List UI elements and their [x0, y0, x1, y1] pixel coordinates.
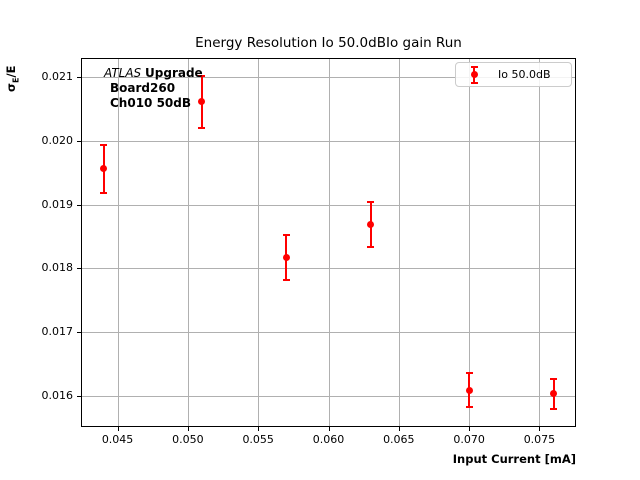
chart-title: Energy Resolution Io 50.0dBIo gain Run [195, 35, 462, 51]
x-tick-mark [539, 427, 541, 431]
x-tick-label: 0.065 [383, 433, 415, 446]
x-tick-label: 0.055 [242, 433, 274, 446]
y-tick-label: 0.019 [41, 197, 74, 211]
error-bar-cap-bottom [198, 127, 206, 130]
y-tick-mark [77, 395, 81, 397]
x-tick-label: 0.075 [523, 433, 556, 446]
error-bar-cap-bottom [550, 408, 557, 411]
annotation-line-3: Ch010 50dB [110, 96, 192, 110]
y-tick-label: 0.018 [41, 261, 74, 275]
y-tick-mark [77, 77, 81, 79]
error-bar-cap-top [550, 377, 557, 380]
error-bar-cap-bottom [465, 406, 473, 409]
y-gridline [81, 395, 576, 397]
y-gridline [81, 332, 576, 334]
y-tick-mark [77, 268, 81, 270]
data-point [367, 220, 375, 228]
x-tick-label: 0.050 [172, 433, 204, 446]
annotation-atlas: ATLAS [104, 66, 142, 80]
legend-entry-label: Io 50.0dB [498, 68, 551, 81]
plot-area [81, 58, 576, 427]
error-bar-cap-top [367, 201, 375, 204]
x-gridline [187, 58, 189, 427]
error-bar-cap-bottom [100, 192, 107, 195]
x-tick-label: 0.045 [101, 433, 134, 446]
annotation-upgrade: Upgrade [145, 66, 203, 80]
error-bar-cap-top [198, 74, 206, 77]
x-tick-label: 0.070 [453, 433, 485, 446]
data-point [465, 386, 473, 394]
x-tick-mark [117, 427, 119, 431]
x-gridline [398, 58, 400, 427]
legend-errorbar-icon [466, 65, 482, 84]
y-tick-mark [77, 140, 81, 142]
y-axis-label-sigma: σ [4, 83, 18, 92]
data-point [100, 165, 107, 173]
x-tick-mark [469, 427, 471, 431]
y-tick-label: 0.020 [41, 133, 74, 147]
legend-marker-dot [470, 71, 478, 78]
legend-box: Io 50.0dB [455, 62, 572, 87]
x-tick-mark [398, 427, 400, 431]
y-gridline [81, 140, 576, 142]
y-tick-mark [77, 332, 81, 334]
x-gridline [539, 58, 541, 427]
x-gridline [117, 58, 119, 427]
legend-errorbar-cap-bottom [470, 81, 478, 84]
atlas-annotation: ATLAS Upgrade Board260 Ch010 50dB [104, 66, 203, 111]
y-gridline [81, 77, 576, 79]
error-bar-cap-top [465, 371, 473, 374]
y-tick-mark [77, 204, 81, 206]
x-gridline [328, 58, 330, 427]
y-tick-label: 0.017 [41, 325, 74, 339]
error-bar-cap-bottom [367, 245, 375, 248]
error-bar-cap-top [100, 143, 107, 146]
y-axis-label-subscript: E [11, 77, 21, 84]
legend-errorbar-cap-top [470, 65, 478, 68]
x-tick-mark [187, 427, 189, 431]
x-tick-label: 0.060 [312, 433, 345, 446]
annotation-line-2: Board260 [110, 81, 176, 95]
x-tick-mark [328, 427, 330, 431]
y-tick-label: 0.021 [41, 70, 74, 84]
data-point [198, 98, 206, 106]
x-gridline [258, 58, 260, 427]
error-bar-cap-top [282, 234, 290, 237]
error-bar-cap-bottom [282, 278, 290, 281]
y-axis-label: σE/E [4, 66, 20, 93]
data-point [282, 253, 290, 261]
data-point [550, 390, 557, 398]
x-axis-label: Input Current [mA] [452, 452, 576, 466]
annotation-line-1: ATLAS Upgrade [104, 66, 203, 81]
x-gridline [469, 58, 471, 427]
y-gridline [81, 268, 576, 270]
y-tick-label: 0.016 [41, 388, 74, 402]
x-tick-mark [258, 427, 260, 431]
y-axis-label-rest: /E [4, 65, 18, 78]
y-gridline [81, 204, 576, 206]
